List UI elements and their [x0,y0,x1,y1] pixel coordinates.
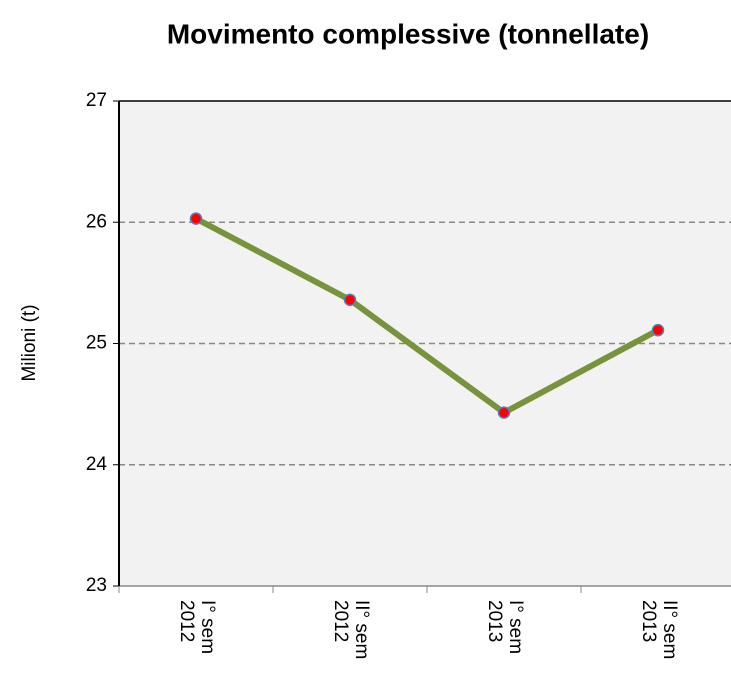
marker [497,406,511,419]
marker [189,212,203,225]
y-tick-label: 23 [86,575,107,596]
x-tick-label: II° sem 2012 [330,600,372,660]
x-tick-label: I° sem 2012 [176,600,218,655]
line [194,215,660,416]
chart-title: Movimento complessive (tonnellate) [167,18,649,49]
x-tick-label: I° sem 2013 [484,600,526,655]
y-axis-label: Milioni (t) [19,304,40,381]
marker [651,323,665,337]
y-tick-label: 27 [86,90,107,111]
y-tick-label: 25 [86,333,107,354]
x-tick-label: II° sem 2013 [638,600,680,660]
y-tick-label: 24 [86,454,108,475]
y-tick-label: 26 [86,211,107,232]
marker [343,293,357,307]
